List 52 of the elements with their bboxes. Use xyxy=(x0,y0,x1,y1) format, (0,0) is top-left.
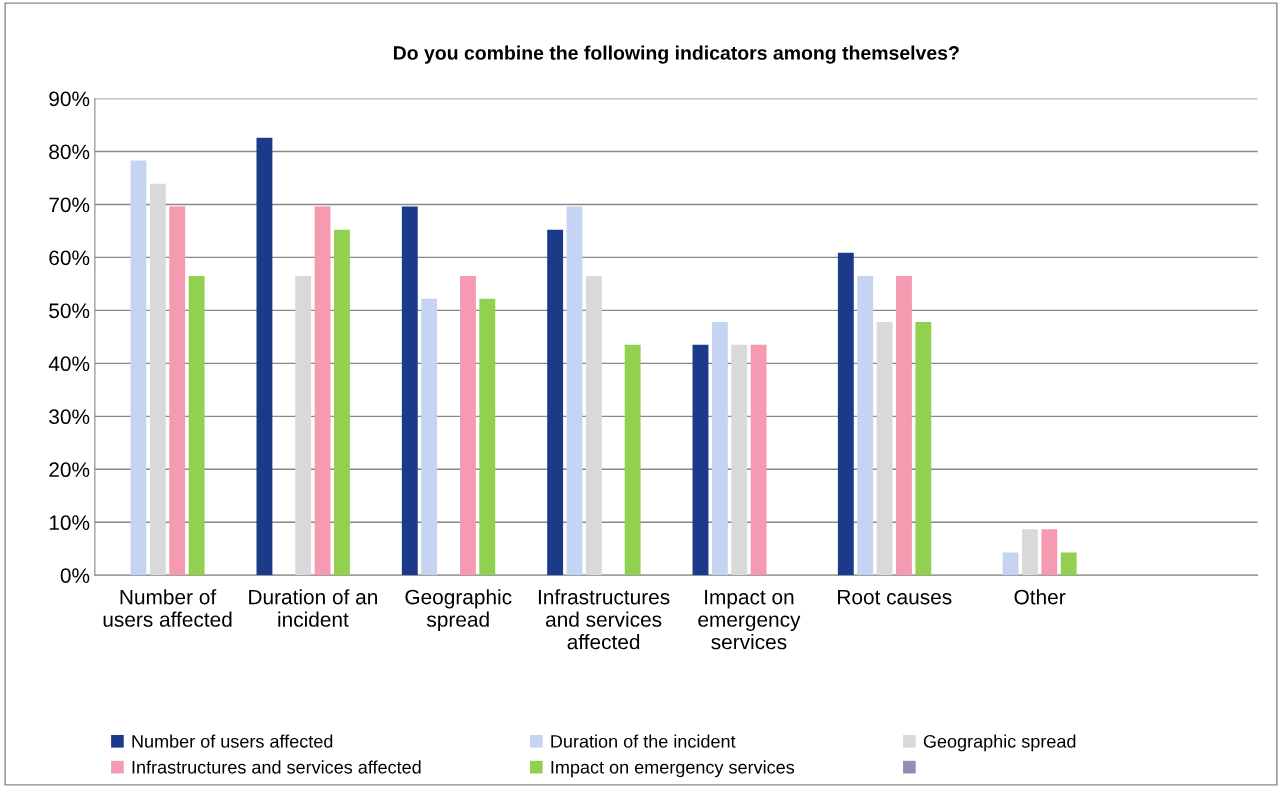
x-tick-label: Root causes xyxy=(838,589,952,605)
bar xyxy=(837,252,854,576)
chart-title: Do you combine the following indicators among themselves? xyxy=(393,45,959,64)
x-tick-label: Duration of an incident xyxy=(249,589,377,627)
x-tick-label: Impact on emergency services xyxy=(698,589,801,650)
bar xyxy=(421,298,438,576)
bar xyxy=(750,344,767,576)
legend-label: Duration of the incident xyxy=(551,734,736,748)
legend-label: Infrastructures and services affected xyxy=(132,760,421,774)
x-tick-label: Number of users affected xyxy=(103,589,232,627)
bar xyxy=(896,275,912,576)
bar xyxy=(169,206,186,576)
legend-label: Impact on emergency services xyxy=(551,760,795,778)
y-tick-label: 30% xyxy=(49,409,90,425)
bar xyxy=(314,206,331,576)
y-tick-label: 90% xyxy=(49,91,90,107)
bar xyxy=(624,344,641,576)
bar xyxy=(711,322,728,576)
bar xyxy=(130,160,147,576)
x-tick-label: Geographic spread xyxy=(405,589,512,631)
bar xyxy=(459,275,476,576)
bar xyxy=(295,275,312,576)
bar xyxy=(1041,529,1058,576)
bar xyxy=(731,344,748,576)
y-tick-label: 80% xyxy=(49,144,90,160)
bar xyxy=(547,229,564,576)
bar xyxy=(876,322,893,576)
x-tick-label: Other xyxy=(1014,589,1066,605)
bar xyxy=(1060,552,1077,576)
legend-label: Geographic spread xyxy=(923,734,1076,752)
x-tick-label: Infrastructures and services affected xyxy=(538,589,670,650)
bar xyxy=(256,137,273,576)
y-tick-label: 10% xyxy=(49,515,90,531)
y-tick-label: 50% xyxy=(49,303,90,319)
bar xyxy=(149,183,166,576)
bar xyxy=(401,206,418,576)
bar xyxy=(334,229,350,576)
bar xyxy=(692,344,709,576)
bar xyxy=(479,298,496,576)
y-tick-label: 0% xyxy=(60,568,90,583)
bar xyxy=(915,322,932,576)
bar xyxy=(585,275,602,576)
y-tick-label: 40% xyxy=(48,356,90,372)
bar xyxy=(188,275,205,576)
bar xyxy=(1021,529,1038,576)
bar xyxy=(857,275,874,576)
bar xyxy=(1002,552,1019,576)
legend-label: Number of users affected xyxy=(132,734,333,748)
y-tick-label: 20% xyxy=(49,462,90,478)
y-tick-label: 60% xyxy=(49,250,90,266)
bar xyxy=(566,206,583,576)
y-tick-label: 70% xyxy=(49,197,90,213)
